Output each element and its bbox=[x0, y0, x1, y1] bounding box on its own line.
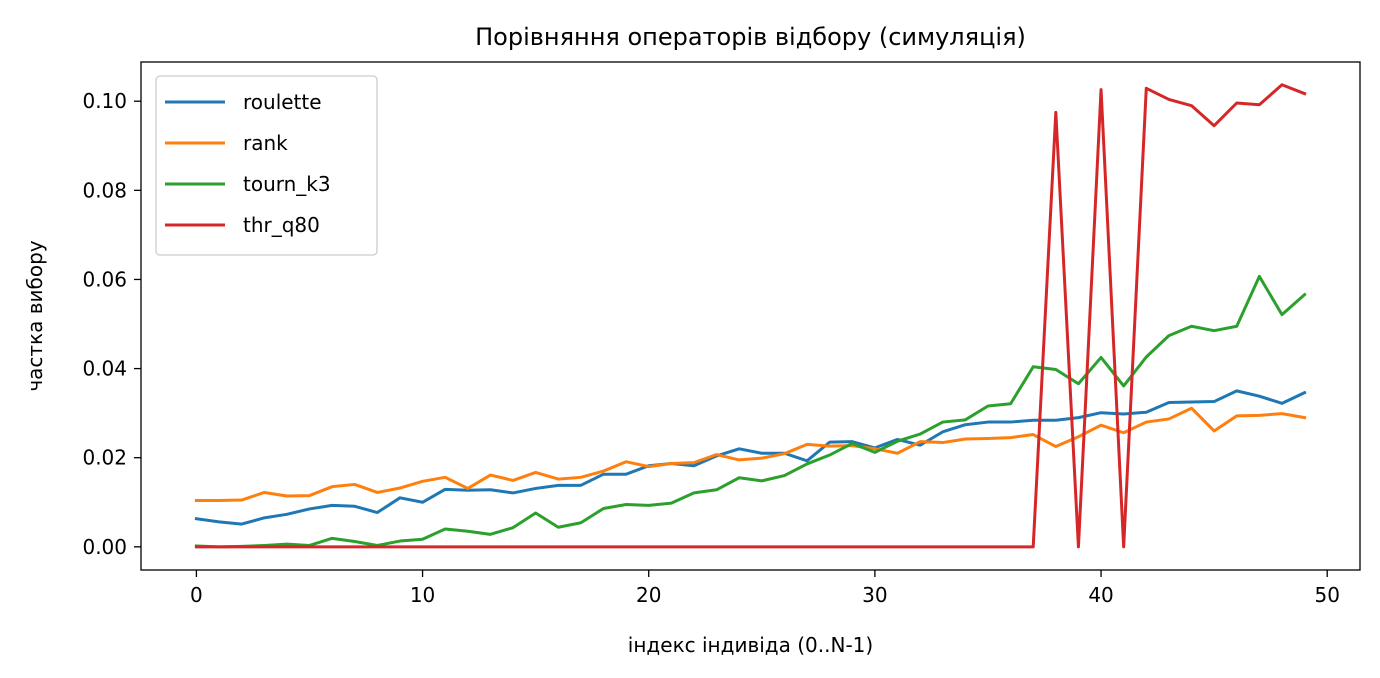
series-line-thr_q80 bbox=[194, 83, 1307, 549]
x-tick-label: 40 bbox=[1088, 583, 1113, 607]
y-tick-label: 0.00 bbox=[82, 535, 127, 559]
x-tick-label: 0 bbox=[190, 583, 203, 607]
ticks-layer: 0 10 20 30 40 50 0.00 0.02 0.04 0.06 0.08 0.10 bbox=[82, 89, 1339, 607]
series-layer bbox=[194, 83, 1307, 549]
x-tick-label: 50 bbox=[1314, 583, 1339, 607]
y-tick-label: 0.10 bbox=[82, 89, 127, 113]
y-tick-label: 0.08 bbox=[82, 178, 127, 202]
chart-title: Порівняння операторів відбору (симуляція… bbox=[475, 23, 1026, 51]
series-line-tourn_k3 bbox=[194, 274, 1307, 549]
series-line-roulette bbox=[194, 389, 1307, 526]
x-tick-label: 30 bbox=[862, 583, 887, 607]
legend-box bbox=[155, 75, 378, 256]
legend-label-rank: rank bbox=[243, 131, 288, 155]
y-tick-label: 0.04 bbox=[82, 357, 127, 381]
y-tick-label: 0.06 bbox=[82, 267, 127, 291]
legend-label-tourn_k3: tourn_k3 bbox=[243, 172, 331, 196]
y-axis-title: частка вибору bbox=[23, 240, 47, 391]
x-tick-label: 10 bbox=[410, 583, 435, 607]
x-axis-title: індекс індивіда (0..N-1) bbox=[628, 633, 873, 657]
plot-frame bbox=[140, 61, 1361, 571]
x-tick-label: 20 bbox=[636, 583, 661, 607]
legend-label-roulette: roulette bbox=[243, 90, 322, 114]
legend: roulette rank tourn_k3 thr_q80 bbox=[155, 75, 378, 256]
series-line-rank bbox=[194, 406, 1307, 502]
legend-label-thr_q80: thr_q80 bbox=[243, 213, 320, 237]
y-tick-label: 0.02 bbox=[82, 446, 127, 470]
